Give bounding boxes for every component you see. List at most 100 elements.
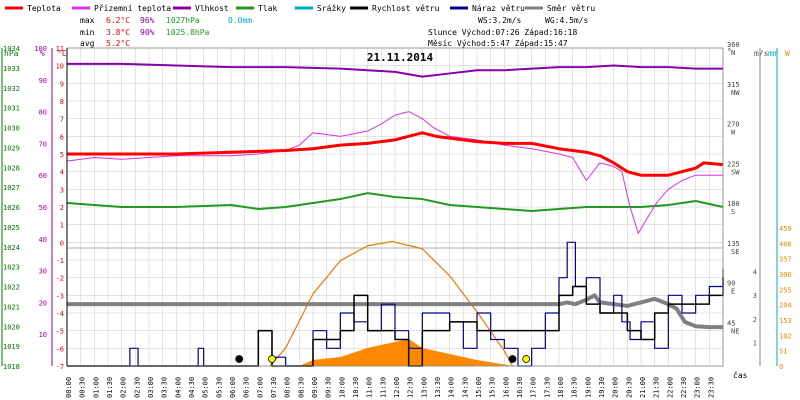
dir-tick-label: 315	[727, 81, 740, 89]
hpa-tick-label: 1031	[3, 105, 20, 113]
pct-tick-label: 50	[39, 204, 47, 212]
hpa-tick-label: 1021	[3, 303, 20, 311]
x-tick-label: 20:00	[612, 377, 620, 398]
c-tick-label: -1	[56, 257, 64, 265]
sun-fill-area	[299, 338, 513, 366]
x-tick-label: 02:00	[120, 377, 128, 398]
c-tick-label: 10	[56, 63, 64, 71]
pct-tick-label: 40	[39, 236, 47, 244]
dir-tick-compass: W	[731, 129, 736, 137]
c-tick-label: -5	[56, 328, 64, 336]
x-tick-label: 21:00	[639, 377, 647, 398]
hpa-tick-label: 1025	[3, 224, 20, 232]
hpa-tick-label: 1032	[3, 85, 20, 93]
hpa-tick-label: 1022	[3, 284, 20, 292]
stat-min-hum: 90%	[140, 28, 155, 37]
x-tick-label: 11:00	[366, 377, 374, 398]
ground-temperature-line	[66, 111, 723, 234]
x-tick-label: 23:00	[694, 377, 702, 398]
unit-time: čas	[733, 370, 748, 380]
x-tick-label: 03:30	[161, 377, 169, 398]
x-tick-label: 05:00	[202, 377, 210, 398]
legend-label: Srážky	[317, 4, 346, 13]
hpa-tick-label: 1018	[3, 363, 20, 371]
hpa-tick-label: 1033	[3, 65, 20, 73]
x-tick-label: 21:30	[653, 377, 661, 398]
x-tick-label: 14:00	[448, 377, 456, 398]
stat-max-temp: 6.2°C	[106, 16, 130, 25]
unit-w: W	[785, 49, 790, 58]
legend-label: Přízemní teplota	[94, 4, 171, 13]
x-tick-label: 20:30	[625, 377, 633, 398]
wind-ws: WS:3.2m/s	[478, 16, 522, 25]
c-tick-label: -7	[56, 363, 64, 371]
x-tick-label: 17:30	[543, 377, 551, 398]
dir-tick-compass: E	[731, 288, 735, 296]
w-tick-label: 459	[779, 225, 792, 233]
pct-tick-label: 70	[39, 140, 47, 148]
dir-tick-compass: SW	[731, 168, 740, 176]
hpa-tick-label: 1019	[3, 343, 20, 351]
c-tick-label: 4	[60, 169, 64, 177]
x-tick-label: 18:30	[571, 377, 579, 398]
unit-pct: %	[40, 49, 45, 58]
stat-min-temp: 3.8°C	[106, 28, 130, 37]
moon-rise-marker	[235, 355, 244, 363]
x-tick-label: 13:30	[434, 377, 442, 398]
x-tick-label: 13:00	[420, 377, 428, 398]
c-tick-label: 6	[60, 133, 64, 141]
c-tick-label: 9	[60, 80, 64, 88]
chart-title: 21.11.2014	[367, 51, 434, 64]
hpa-tick-label: 1029	[3, 144, 20, 152]
x-tick-label: 16:00	[502, 377, 510, 398]
w-tick-label: 255	[779, 286, 792, 294]
solar-radiation-area	[299, 338, 513, 366]
stat-max-rain: 0.0mm	[228, 16, 252, 25]
legend-label: Tlak	[258, 4, 277, 13]
dir-tick-compass: N	[731, 49, 735, 57]
hpa-tick-label: 1034	[3, 45, 20, 53]
sun-curve-line	[269, 240, 514, 367]
w-tick-label: 51	[779, 348, 787, 356]
pct-tick-label: 60	[39, 172, 47, 180]
x-tick-label: 18:00	[557, 377, 565, 398]
dir-tick-label: 270	[727, 121, 740, 129]
c-tick-label: 3	[60, 186, 64, 194]
w-tick-label: 102	[779, 332, 792, 340]
x-tick-label: 07:30	[270, 377, 278, 398]
c-tick-label: -2	[56, 275, 64, 283]
x-tick-label: 08:30	[297, 377, 305, 398]
hpa-tick-label: 1030	[3, 125, 20, 133]
x-tick-label: 19:00	[584, 377, 592, 398]
x-tick-label: 15:30	[489, 377, 497, 398]
hpa-tick-label: 1027	[3, 184, 20, 192]
wind-speed-line	[67, 277, 724, 367]
x-axis: 00:00 00:30 01:00 01:30 02:00 02:30 03:00 03:30…	[65, 377, 715, 398]
x-tick-label: 23:30	[707, 377, 715, 398]
x-tick-label: 04:00	[174, 377, 182, 398]
axes: 1018101910201021102210231024102510261027…	[1, 41, 792, 371]
dir-tick-label: 180	[727, 200, 740, 208]
unit-dir: °	[727, 47, 732, 56]
legend-label: Náraz větru	[472, 4, 525, 13]
wind-info: WS:3.2m/s WG:4.5m/s Slunce Východ:07:26 …	[428, 16, 589, 48]
x-tick-label: 15:00	[475, 377, 483, 398]
stat-max-press: 1027hPa	[166, 16, 200, 25]
x-tick-label: 22:30	[680, 377, 688, 398]
pct-tick-label: 30	[39, 268, 47, 276]
x-tick-label: 16:30	[516, 377, 524, 398]
ms-tick-label: 1	[753, 339, 757, 347]
dir-tick-compass: NE	[731, 327, 739, 335]
dir-tick-label: 90	[727, 280, 735, 288]
c-tick-label: -4	[56, 310, 64, 318]
moon-set-marker	[508, 355, 517, 363]
dir-tick-compass: NW	[731, 89, 740, 97]
c-tick-label: -3	[56, 292, 64, 300]
c-tick-label: 2	[60, 204, 64, 212]
x-tick-label: 06:00	[229, 377, 237, 398]
hpa-tick-label: 1023	[3, 264, 20, 272]
x-tick-label: 00:30	[79, 377, 87, 398]
x-tick-label: 10:00	[338, 377, 346, 398]
c-tick-label: -6	[56, 345, 64, 353]
stat-max-hum: 96%	[140, 16, 155, 25]
